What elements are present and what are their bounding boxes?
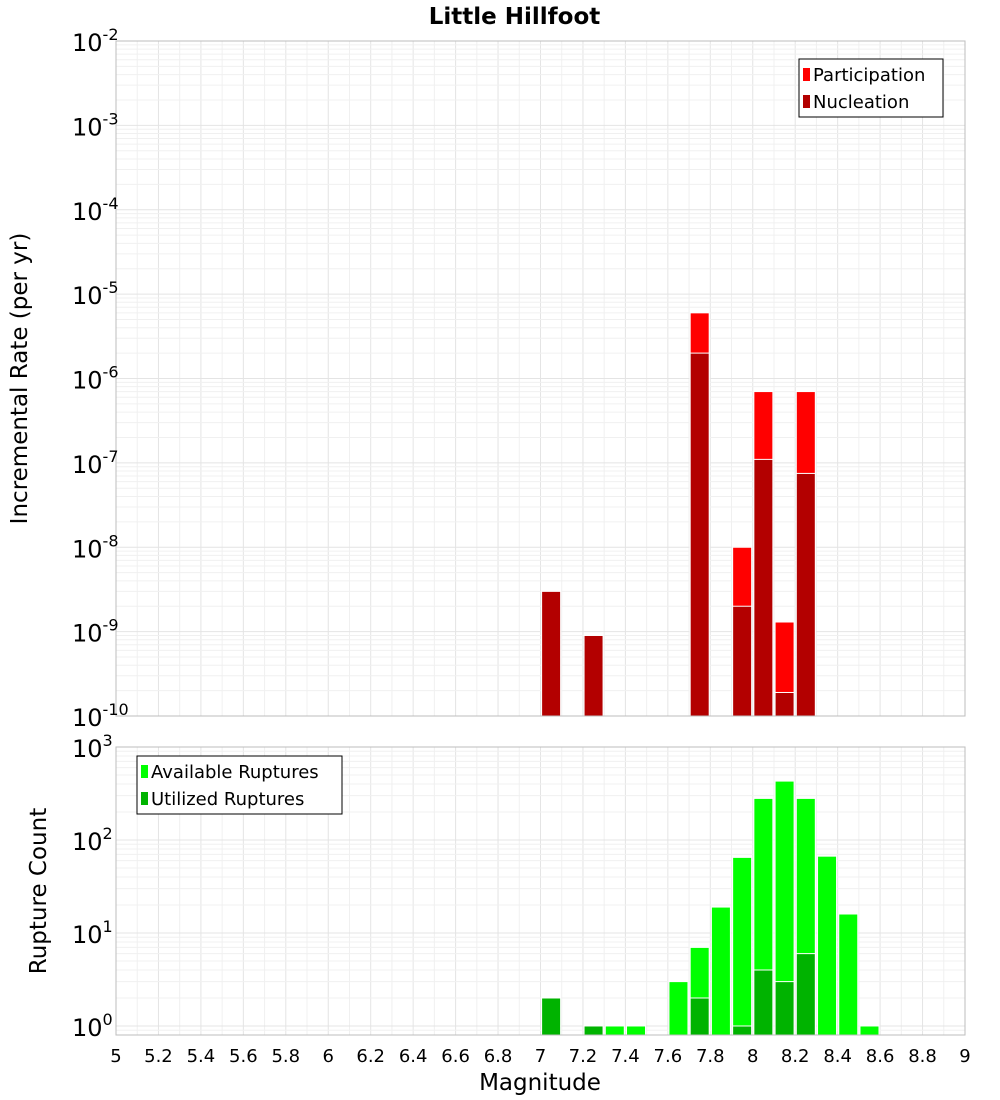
plot-frame [115, 746, 966, 1036]
x-tick-label: 7 [535, 1046, 546, 1067]
series-utilized-ruptures [541, 953, 816, 1036]
y-tick-label: 10-4 [72, 194, 119, 226]
bar [689, 997, 710, 1036]
grid-lines-1 [115, 746, 966, 1036]
x-tick-label: 9 [959, 1046, 970, 1067]
x-tick-label: 6 [323, 1046, 334, 1067]
x-tick-label: 8.6 [866, 1046, 895, 1067]
y-tick-label: 100 [72, 1010, 113, 1042]
x-tick-label: 8.4 [823, 1046, 852, 1067]
y-tick-label: 10-9 [72, 616, 119, 648]
x-tick-label: 5.6 [229, 1046, 258, 1067]
chart-title: Little Hillfoot [429, 4, 601, 30]
legend-label: Utilized Ruptures [151, 789, 304, 810]
x-tick-label: 5.2 [144, 1046, 173, 1067]
bar [753, 969, 774, 1036]
legend-box [136, 755, 343, 815]
y-axis-label: Incremental Rate (per yr) [7, 233, 33, 525]
x-tick-label: 7.6 [654, 1046, 683, 1067]
y-tick-label: 10-7 [72, 447, 119, 479]
bar [795, 953, 816, 1036]
y-tick-label: 10-10 [72, 700, 129, 732]
bar [583, 1025, 604, 1036]
y-tick-label: 101 [72, 917, 113, 949]
legend-box [798, 58, 944, 118]
plot-frame [115, 40, 966, 717]
legend-label: Participation [813, 65, 925, 86]
bar [689, 352, 710, 717]
bar [817, 855, 838, 1036]
bar [541, 590, 562, 717]
legend-swatch [141, 765, 148, 778]
legend-label: Nucleation [813, 92, 909, 113]
legend: Participation Nucleation [798, 58, 944, 118]
bar [838, 913, 859, 1036]
legend-label: Available Ruptures [151, 762, 319, 783]
bar [710, 906, 731, 1036]
x-tick-label: 7.2 [569, 1046, 598, 1067]
x-tick-label: 5.8 [271, 1046, 300, 1067]
bar [583, 634, 604, 717]
y-tick-label: 103 [72, 731, 113, 763]
x-tick-label: 7.8 [696, 1046, 725, 1067]
x-tick-label: 5.4 [187, 1046, 216, 1067]
bar [795, 472, 816, 717]
x-tick-label: 6.6 [441, 1046, 470, 1067]
rupture-count-plot: 100 101 102 103 Rupture Count 5 5.2 5.4 5.6 5.8 6 6… [26, 731, 971, 1096]
y-tick-label: 102 [72, 824, 113, 856]
legend: Available Ruptures Utilized Ruptures [136, 755, 343, 815]
x-tick-label: 6.8 [484, 1046, 513, 1067]
legend-swatch [803, 68, 810, 81]
y-tick-label: 10-5 [72, 278, 119, 310]
y-tick-label: 10-2 [72, 25, 119, 57]
y-tick-label: 10-6 [72, 363, 119, 395]
bar [541, 997, 562, 1036]
bar [774, 691, 795, 717]
y-tick-label: 10-3 [72, 109, 119, 141]
bar [626, 1025, 647, 1036]
bar [732, 856, 753, 1036]
bar [753, 458, 774, 717]
legend-swatch [141, 792, 148, 805]
y-tick-labels: 10-10 10-9 10-8 10-7 10-6 10-5 10-4 10-3 10-2 [72, 25, 129, 732]
bar [732, 605, 753, 717]
x-tick-label: 7.4 [611, 1046, 640, 1067]
bar [604, 1025, 625, 1036]
x-tick-labels: 5 5.2 5.4 5.6 5.8 6 6.2 6.4 6.6 6.8 7 7.2 7.4 7.6 7.8 8… [110, 1046, 970, 1067]
incremental-rate-plot: 10-10 10-9 10-8 10-7 10-6 10-5 10-4 10-3 10-2 Inc… [7, 4, 966, 732]
x-tick-label: 8 [747, 1046, 758, 1067]
x-tick-label: 6.2 [356, 1046, 385, 1067]
x-axis-label: Magnitude [479, 1070, 601, 1096]
bar [859, 1025, 880, 1036]
y-axis-label: Rupture Count [26, 808, 52, 974]
bar [668, 981, 689, 1036]
bar [774, 981, 795, 1036]
bar [732, 1025, 753, 1036]
x-tick-label: 6.4 [399, 1046, 428, 1067]
legend-swatch [803, 95, 810, 108]
grid-lines-0 [115, 40, 966, 717]
y-tick-labels: 100 101 102 103 [72, 731, 113, 1042]
x-tick-label: 5 [110, 1046, 121, 1067]
y-tick-label: 10-8 [72, 531, 119, 563]
x-tick-label: 8.8 [908, 1046, 937, 1067]
x-tick-label: 8.2 [781, 1046, 810, 1067]
